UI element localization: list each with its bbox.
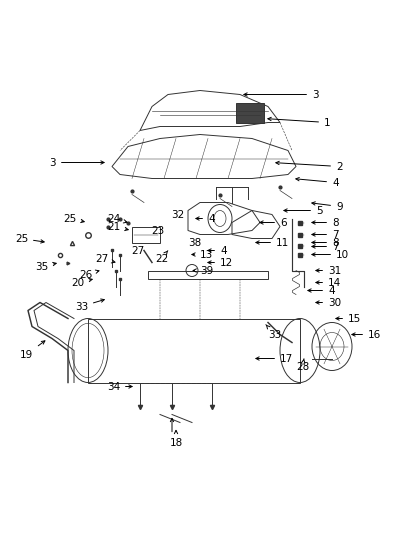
Text: 25: 25 bbox=[15, 234, 44, 243]
Text: 11: 11 bbox=[256, 237, 289, 247]
Text: 4: 4 bbox=[208, 246, 227, 255]
Text: 7: 7 bbox=[312, 229, 339, 240]
FancyBboxPatch shape bbox=[236, 102, 264, 122]
Text: 1: 1 bbox=[268, 117, 331, 128]
Text: 7: 7 bbox=[312, 241, 339, 252]
Text: 33: 33 bbox=[266, 325, 281, 340]
Text: 32: 32 bbox=[171, 209, 184, 220]
Text: 33: 33 bbox=[75, 299, 104, 312]
Text: 9: 9 bbox=[312, 201, 343, 212]
Text: 31: 31 bbox=[316, 266, 341, 275]
Text: 20: 20 bbox=[71, 278, 92, 287]
Text: 18: 18 bbox=[169, 431, 183, 447]
Text: 8: 8 bbox=[312, 237, 339, 247]
Text: 35: 35 bbox=[35, 261, 56, 272]
Text: 39: 39 bbox=[193, 266, 213, 275]
Text: 6: 6 bbox=[260, 217, 287, 228]
Text: 24: 24 bbox=[107, 214, 127, 223]
Text: 23: 23 bbox=[151, 226, 164, 235]
Text: 22: 22 bbox=[155, 250, 168, 263]
Text: 15: 15 bbox=[336, 313, 361, 324]
Text: 4: 4 bbox=[196, 214, 215, 223]
Text: 12: 12 bbox=[208, 258, 233, 267]
Text: 21: 21 bbox=[107, 221, 128, 232]
Text: 34: 34 bbox=[107, 381, 132, 392]
Text: 25: 25 bbox=[63, 214, 84, 223]
Text: 19: 19 bbox=[20, 341, 45, 360]
Text: 16: 16 bbox=[352, 329, 381, 340]
Text: 2: 2 bbox=[276, 161, 343, 171]
Text: 14: 14 bbox=[316, 278, 341, 287]
Text: 13: 13 bbox=[192, 249, 213, 260]
Text: 5: 5 bbox=[284, 206, 323, 215]
Text: 27: 27 bbox=[95, 254, 115, 263]
Text: 26: 26 bbox=[79, 269, 99, 280]
Text: 3: 3 bbox=[244, 89, 319, 100]
Text: 4: 4 bbox=[296, 177, 339, 188]
Text: 3: 3 bbox=[49, 157, 104, 168]
Text: 10: 10 bbox=[312, 249, 349, 260]
Text: 38: 38 bbox=[188, 237, 201, 247]
Text: 28: 28 bbox=[296, 359, 309, 372]
Text: 30: 30 bbox=[316, 298, 341, 307]
Text: 27: 27 bbox=[131, 246, 144, 255]
Text: 4: 4 bbox=[308, 286, 335, 295]
Text: 8: 8 bbox=[312, 217, 339, 228]
Text: 17: 17 bbox=[256, 353, 293, 364]
